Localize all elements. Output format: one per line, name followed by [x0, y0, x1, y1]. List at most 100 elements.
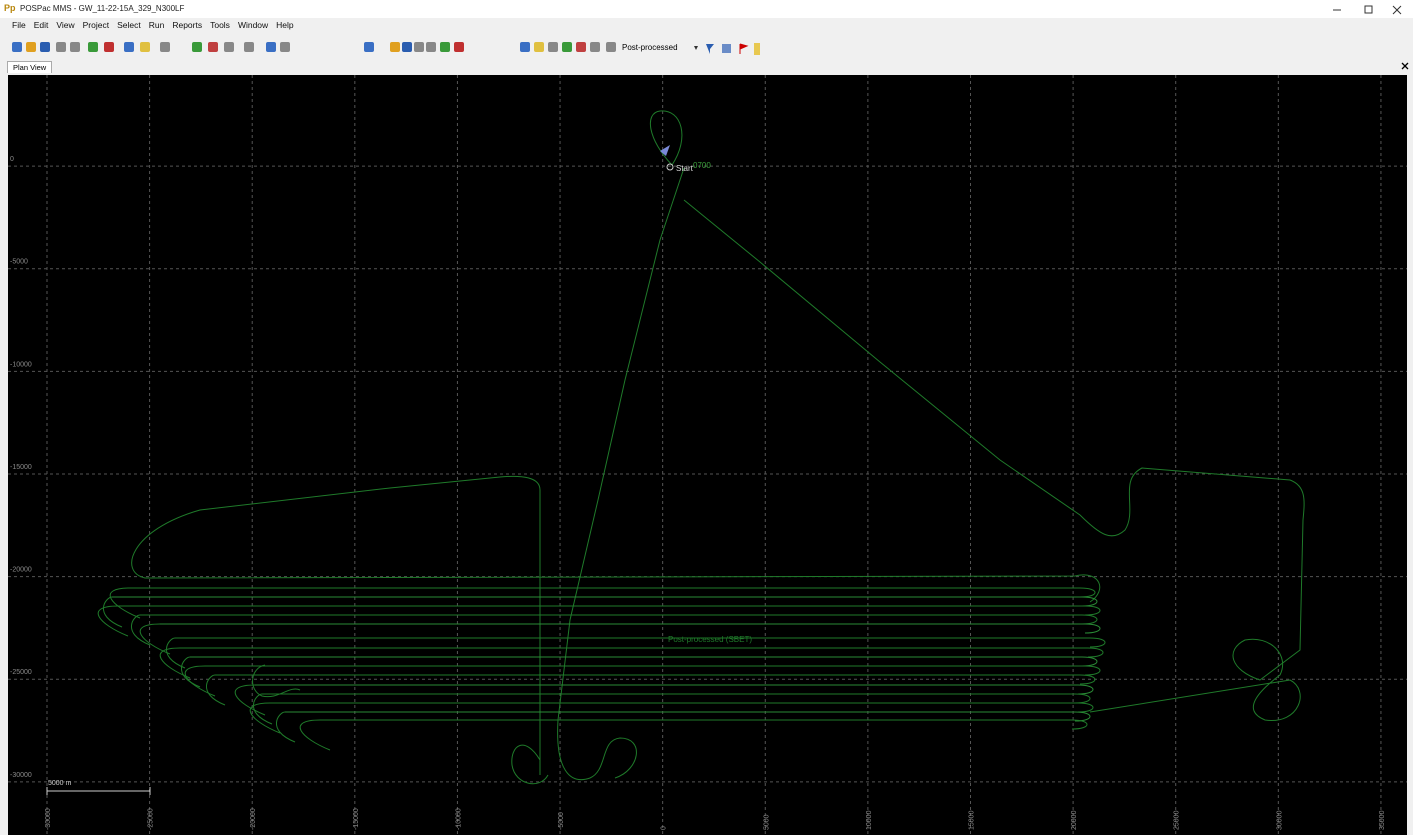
x-tick-label: -30000 [45, 808, 52, 830]
toolbar-button[interactable] [192, 42, 202, 52]
plan-view: -30000 -25000 -20000 -15000 -10000 -5000 0 5000… [8, 75, 1407, 835]
toolbar-button[interactable] [414, 42, 424, 52]
x-tick-label: 5000 [763, 814, 770, 830]
toolbar-button[interactable] [576, 42, 586, 52]
toolbar-button[interactable] [26, 42, 36, 52]
tab-row: Plan View [0, 60, 1413, 74]
x-tick-label: 20000 [1071, 810, 1078, 830]
toolbar-button[interactable] [548, 42, 558, 52]
menu-item[interactable]: File [12, 20, 26, 30]
toolbar-button[interactable] [426, 42, 436, 52]
toolbar-button[interactable] [280, 42, 290, 52]
line-label: 0700 [693, 161, 711, 170]
x-tick-label: 15000 [968, 810, 975, 830]
toolbar: Post-processed [0, 38, 1413, 58]
turn [206, 674, 226, 706]
x-tick-label: -20000 [250, 808, 257, 830]
menu-item[interactable]: Run [148, 20, 165, 30]
turn [184, 665, 216, 697]
toolbar-button[interactable] [590, 42, 600, 52]
x-tick-label: 25000 [1174, 810, 1181, 830]
flight-lines [97, 587, 1106, 751]
toolbar-button[interactable] [12, 42, 22, 52]
flight-line [180, 647, 1104, 658]
turn [249, 702, 281, 734]
restore[interactable] [1364, 5, 1373, 14]
menu-item[interactable]: Window [237, 20, 269, 30]
x-tick-label: -25000 [148, 808, 155, 830]
toolbar-button[interactable] [266, 42, 276, 52]
x-tick-label: -15000 [353, 808, 360, 830]
toolbar-button[interactable] [56, 42, 66, 52]
trajectory-label: Post-processed (SBET) [668, 635, 752, 644]
toolbar-button[interactable] [534, 42, 544, 52]
title-bar: Pp POSPac MMS - GW_11-22-15A_329_N300LF [0, 0, 1413, 18]
flight-line [320, 719, 1088, 730]
y-tick-label: -20000 [10, 567, 32, 574]
turn [139, 623, 171, 655]
toolbar-button[interactable] [104, 42, 114, 52]
toolbar-button[interactable] [160, 42, 170, 52]
flight-line [160, 623, 1101, 634]
flight-line [175, 637, 1106, 648]
x-tick-label: 35000 [1379, 810, 1386, 830]
menu-item[interactable]: Project [82, 20, 110, 30]
menu-item[interactable]: Reports [172, 20, 203, 30]
toolbar-button[interactable] [606, 42, 616, 52]
flight-line [118, 605, 1101, 616]
toolbar-button[interactable] [440, 42, 450, 52]
close-view[interactable] [1401, 62, 1409, 70]
turn [109, 587, 141, 619]
toolbar-button[interactable] [562, 42, 572, 52]
x-tick-label: 0 [661, 826, 668, 830]
toolbar-button[interactable] [520, 42, 530, 52]
y-tick-label: -10000 [10, 361, 32, 368]
y-tick-label: 0 [10, 156, 14, 163]
turn [131, 614, 151, 646]
start-label: Start [676, 164, 694, 173]
flight-line [205, 665, 1101, 676]
x-tick-label: -5000 [558, 812, 565, 830]
toolbar-button[interactable] [224, 42, 234, 52]
turn [159, 647, 191, 679]
y-tick-label: -15000 [10, 464, 32, 471]
toolbar-button[interactable] [390, 42, 400, 52]
app-icon: Pp [4, 3, 16, 13]
toolbar-button[interactable] [124, 42, 134, 52]
trajectory [131, 110, 1305, 785]
mode-dropdown[interactable]: Post-processed [622, 43, 678, 52]
toolbar-button[interactable] [40, 42, 50, 52]
toolbar-button[interactable] [140, 42, 150, 52]
tab[interactable]: Plan View [7, 61, 53, 73]
x-tick-label: 10000 [866, 810, 873, 830]
start-marker [660, 145, 670, 156]
x-tick-label: 30000 [1276, 810, 1283, 830]
window-controls[interactable] [1313, 0, 1413, 18]
y-tick-label: -30000 [10, 772, 32, 779]
x-tick-label: -10000 [455, 808, 462, 830]
toolbar-button[interactable] [70, 42, 80, 52]
menu-item[interactable]: Help [276, 20, 294, 30]
flight-line [270, 702, 1094, 713]
plot-background [8, 75, 1407, 835]
toolbar-button[interactable] [402, 42, 412, 52]
close[interactable] [1392, 5, 1402, 15]
toolbar-button[interactable] [208, 42, 218, 52]
toolbar-button[interactable] [364, 42, 374, 52]
toolbar-button[interactable] [88, 42, 98, 52]
turn [299, 719, 331, 751]
menu-item[interactable]: Edit [33, 20, 49, 30]
toolbar-button[interactable] [454, 42, 464, 52]
window-title: POSPac MMS - GW_11-22-15A_329_N300LF [20, 4, 185, 13]
y-tick-label: -25000 [10, 669, 32, 676]
turn [234, 684, 266, 716]
menu-item[interactable]: View [56, 20, 75, 30]
menu-bar: File Edit View Project Select Run Reports Tools… [0, 20, 294, 34]
toolbar-icons-right [694, 43, 760, 55]
turn [181, 656, 201, 688]
toolbar-button[interactable] [244, 42, 254, 52]
menu-item[interactable]: Tools [210, 20, 230, 30]
flight-line [215, 674, 1096, 685]
menu-item[interactable]: Select [117, 20, 141, 30]
